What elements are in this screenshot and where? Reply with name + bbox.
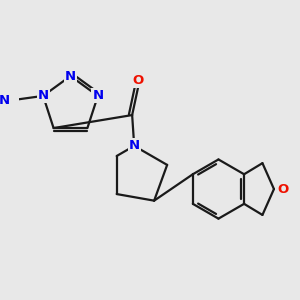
- Text: N: N: [38, 89, 49, 102]
- Text: O: O: [278, 182, 289, 196]
- Text: N: N: [0, 94, 10, 106]
- Text: N: N: [65, 70, 76, 83]
- Text: N: N: [129, 140, 140, 152]
- Text: N: N: [92, 89, 104, 102]
- Text: O: O: [133, 74, 144, 87]
